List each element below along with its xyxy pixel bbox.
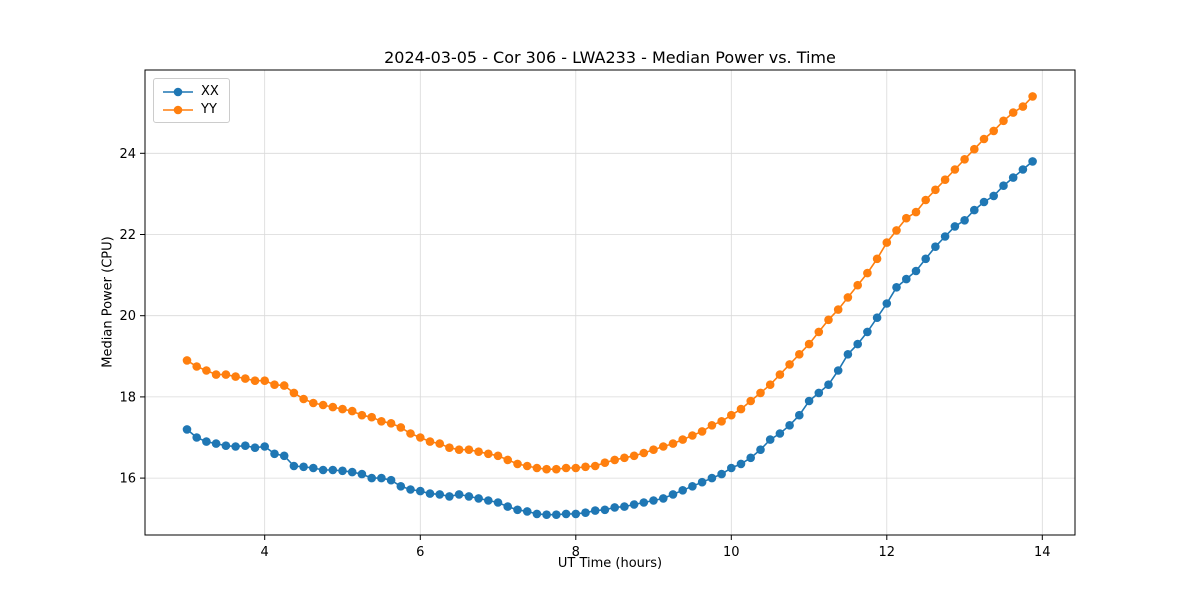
- legend: XX YY: [153, 78, 230, 123]
- x-axis-label: UT Time (hours): [557, 556, 663, 571]
- svg-text:4: 4: [261, 545, 269, 560]
- svg-text:6: 6: [416, 545, 424, 560]
- legend-label-xx: XX: [201, 84, 219, 99]
- legend-item-xx: XX: [162, 84, 219, 99]
- chart-title: 2024-03-05 - Cor 306 - LWA233 - Median P…: [384, 48, 836, 67]
- svg-text:18: 18: [119, 390, 136, 405]
- legend-swatch-xx: [163, 87, 193, 96]
- legend-label-yy: YY: [201, 102, 217, 117]
- svg-text:22: 22: [119, 228, 136, 243]
- svg-text:10: 10: [723, 545, 740, 560]
- svg-text:12: 12: [879, 545, 896, 560]
- svg-text:8: 8: [572, 545, 580, 560]
- svg-text:20: 20: [119, 309, 136, 324]
- legend-swatch-yy: [163, 105, 193, 114]
- svg-text:16: 16: [119, 472, 136, 487]
- legend-item-yy: YY: [162, 102, 219, 117]
- svg-text:14: 14: [1034, 545, 1051, 560]
- svg-text:24: 24: [119, 147, 136, 162]
